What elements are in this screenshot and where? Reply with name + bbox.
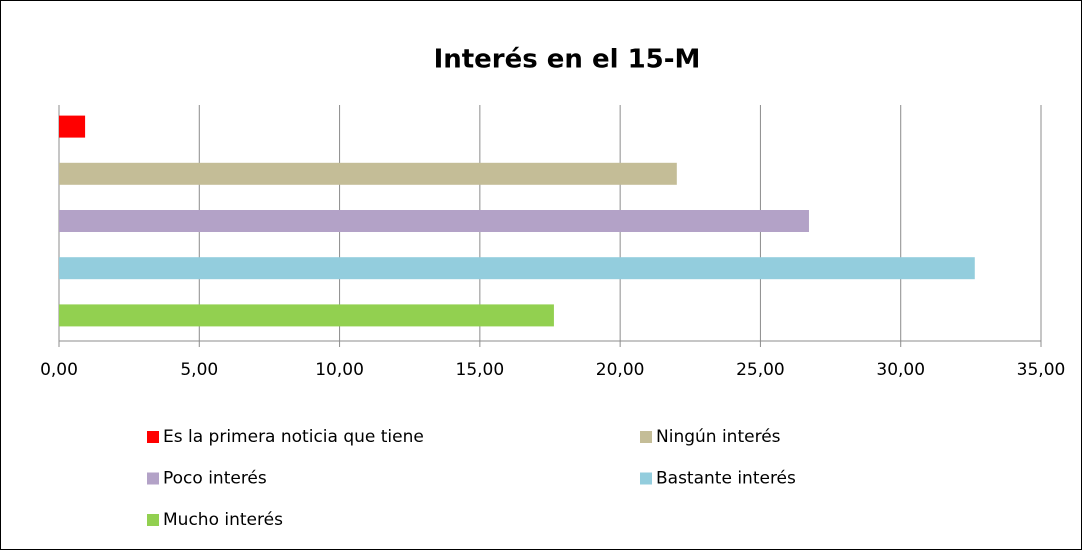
legend-swatch bbox=[640, 472, 652, 485]
x-tick-label: 30,00 bbox=[876, 360, 925, 380]
x-tick-label: 10,00 bbox=[315, 360, 364, 380]
legend-label: Poco interés bbox=[163, 469, 267, 489]
bar bbox=[59, 115, 86, 138]
legend-swatch bbox=[640, 431, 652, 443]
bar bbox=[59, 257, 975, 280]
legend-swatch bbox=[147, 431, 159, 443]
x-tick-label: 20,00 bbox=[596, 360, 645, 380]
bar bbox=[59, 304, 554, 327]
bar bbox=[59, 210, 809, 232]
chart-title: Interés en el 15-M bbox=[434, 45, 701, 75]
x-tick-label: 5,00 bbox=[180, 360, 218, 380]
x-tick-label: 0,00 bbox=[40, 360, 78, 380]
legend-swatch bbox=[147, 472, 159, 485]
x-tick-label: 25,00 bbox=[736, 360, 785, 380]
x-tick-label: 15,00 bbox=[456, 360, 505, 380]
bar bbox=[59, 162, 677, 185]
legend-label: Es la primera noticia que tiene bbox=[163, 427, 424, 447]
legend-label: Mucho interés bbox=[163, 510, 283, 530]
legend-label: Bastante interés bbox=[656, 469, 796, 489]
legend-label: Ningún interés bbox=[656, 427, 781, 447]
x-tick-label: 35,00 bbox=[1017, 360, 1066, 380]
legend-swatch bbox=[147, 514, 159, 526]
